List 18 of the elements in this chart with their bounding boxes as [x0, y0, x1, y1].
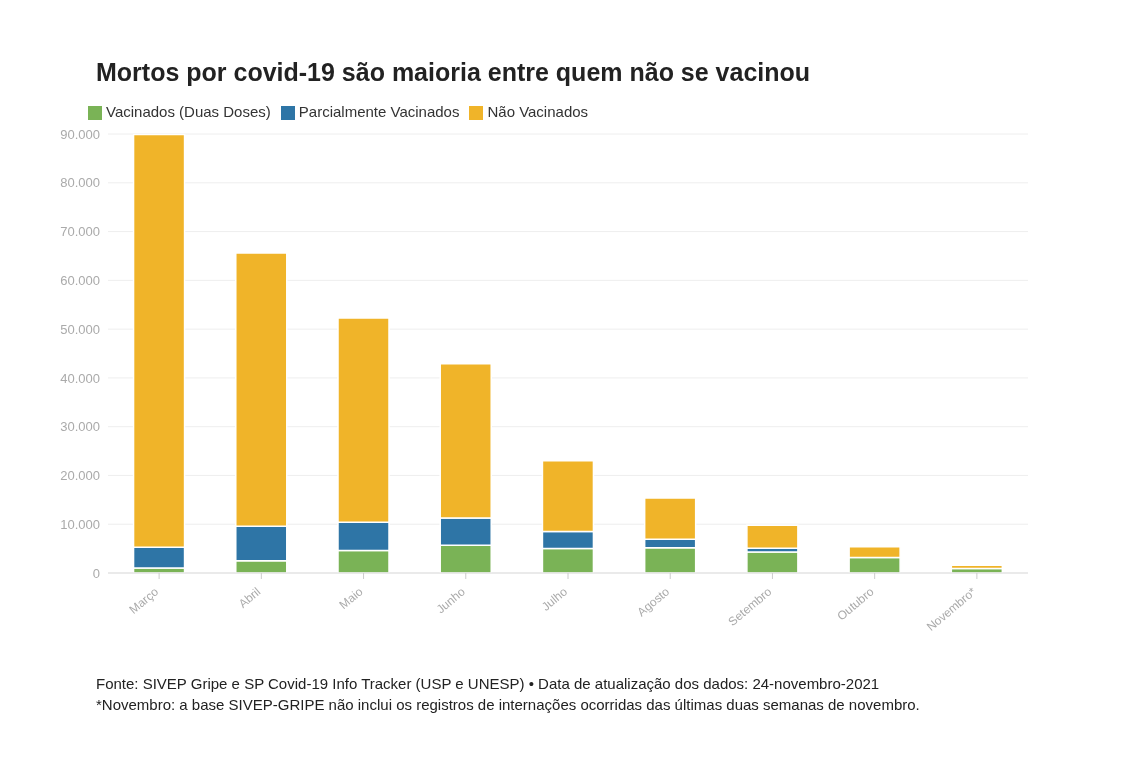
- chart-title: Mortos por covid-19 são maioria entre quem não se vacinou: [96, 58, 812, 87]
- legend-label: Vacinados (Duas Doses): [106, 103, 271, 120]
- y-tick-label: 10.000: [60, 516, 100, 532]
- y-tick-label: 40.000: [60, 370, 100, 386]
- y-tick-label: 20.000: [60, 468, 100, 484]
- text: *Novembro: a base SIVEP-GRIPE não inclui os registros de internações ocorridas das últimas duas semanas de novembro.: [96, 695, 921, 715]
- y-tick-label: 90.000: [60, 126, 100, 142]
- bar: [746, 524, 799, 549]
- x-tick-label: Maio: [336, 584, 366, 613]
- y-tick-label: 50.000: [60, 321, 100, 337]
- y-tick-label: 60.000: [60, 272, 100, 288]
- legend-label: Parcialmente Vacinados: [298, 103, 460, 120]
- y-tick-label: 0: [92, 565, 100, 581]
- source-note: Fonte: SIVEP Gripe e SP Covid-19 Info Tracker (USP e UNESP) • Data de atualização dos dados: 24-novembro-2021: [96, 674, 881, 694]
- y-tick-label: 70.000: [60, 224, 100, 240]
- y-tick-label: 80.000: [60, 175, 100, 191]
- legend-label: Não Vacinados: [487, 103, 589, 120]
- y-tick-label: 30.000: [60, 419, 100, 435]
